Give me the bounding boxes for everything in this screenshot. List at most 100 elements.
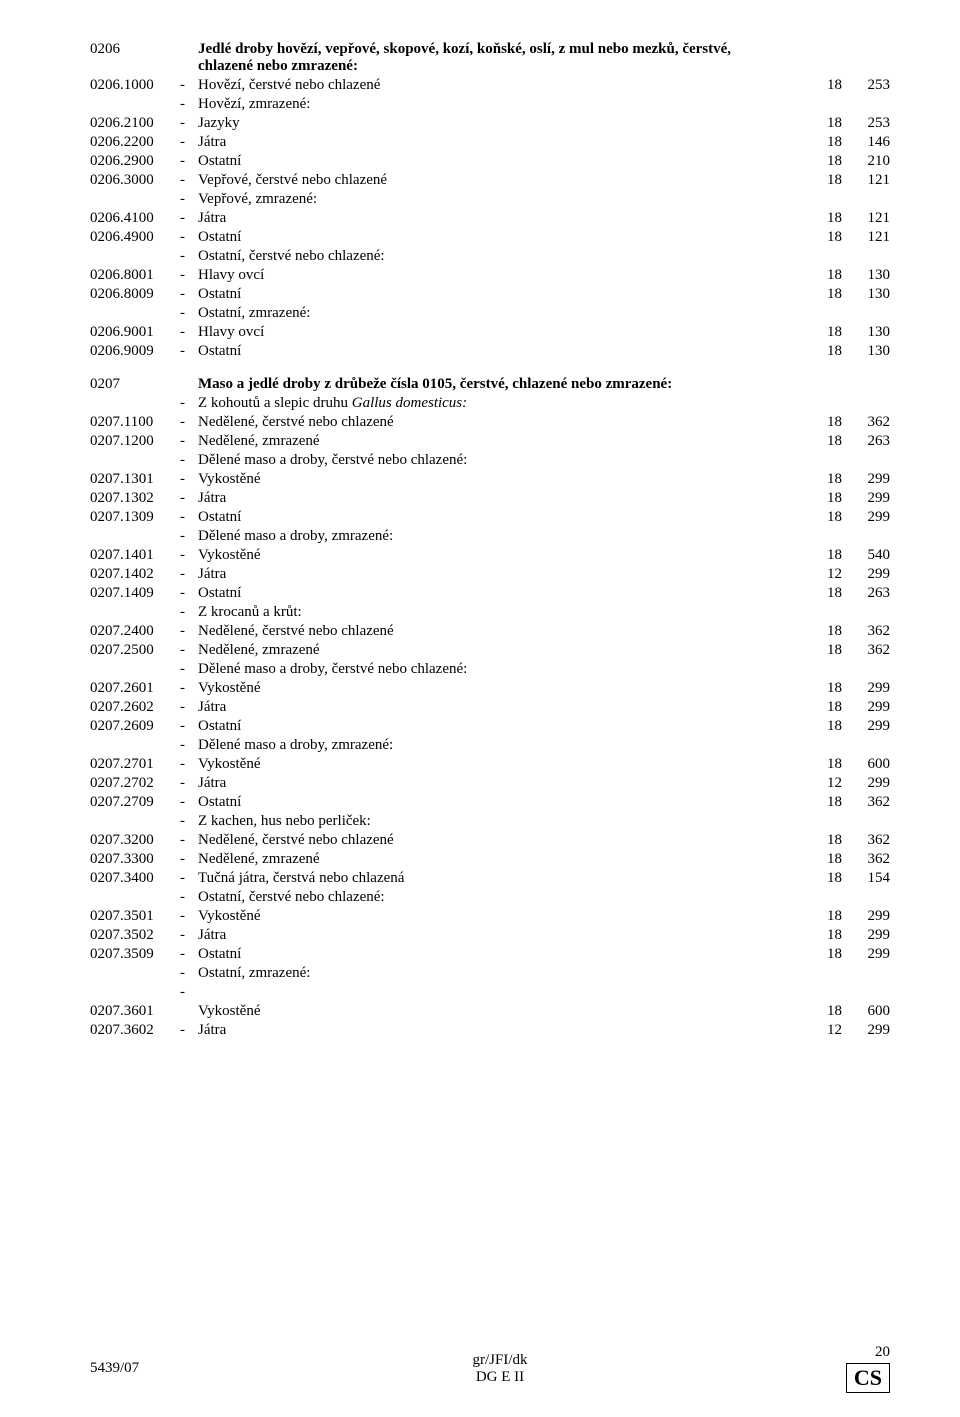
tariff-code: 0206.8009 xyxy=(90,285,180,304)
tariff-table: 0206Jedlé droby hovězí, vepřové, skopové… xyxy=(90,40,890,1040)
rate-col-2 xyxy=(842,190,890,209)
row-dash: - xyxy=(180,470,198,489)
row-dash: - xyxy=(180,584,198,603)
rate-col-1: 18 xyxy=(798,622,842,641)
rate-col-1 xyxy=(798,736,842,755)
tariff-code xyxy=(90,603,180,622)
row-dash: - xyxy=(180,736,198,755)
row-dash: - xyxy=(180,679,198,698)
row-dash: - xyxy=(180,489,198,508)
rate-col-1: 18 xyxy=(798,546,842,565)
row-description: Ostatní, zmrazené: xyxy=(198,964,798,983)
rate-col-1: 18 xyxy=(798,926,842,945)
footer-center: gr/JFI/dk DG E II xyxy=(180,1352,820,1386)
tariff-code: 0207.3400 xyxy=(90,869,180,888)
tariff-code: 0206.9001 xyxy=(90,323,180,342)
row-description: Ostatní xyxy=(198,342,798,361)
rate-col-1: 18 xyxy=(798,831,842,850)
tariff-code xyxy=(90,888,180,907)
row-dash: - xyxy=(180,983,198,1002)
row-dash: - xyxy=(180,152,198,171)
rate-col-2: 362 xyxy=(842,413,890,432)
table-row: 0207.3509-Ostatní18299 xyxy=(90,945,890,964)
row-dash: - xyxy=(180,76,198,95)
tariff-code: 0207.3502 xyxy=(90,926,180,945)
row-dash: - xyxy=(180,945,198,964)
row-dash: - xyxy=(180,247,198,266)
rate-col-2: 210 xyxy=(842,152,890,171)
rate-col-2 xyxy=(842,964,890,983)
rate-col-2 xyxy=(842,736,890,755)
row-description: Játra xyxy=(198,209,798,228)
row-description: Ostatní xyxy=(198,793,798,812)
table-row: 0207.1100-Nedělené, čerstvé nebo chlazen… xyxy=(90,413,890,432)
table-row: 0206.8001-Hlavy ovcí18130 xyxy=(90,266,890,285)
tariff-code: 0207.2500 xyxy=(90,641,180,660)
rate-col-1: 18 xyxy=(798,698,842,717)
tariff-code: 0207.3509 xyxy=(90,945,180,964)
tariff-code: 0206.3000 xyxy=(90,171,180,190)
row-dash: - xyxy=(180,907,198,926)
row-dash: - xyxy=(180,95,198,114)
rate-col-1: 18 xyxy=(798,945,842,964)
rate-col-2: 362 xyxy=(842,641,890,660)
rate-col-1 xyxy=(798,394,842,413)
tariff-code: 0207.3200 xyxy=(90,831,180,850)
row-dash: - xyxy=(180,926,198,945)
rate-col-1: 12 xyxy=(798,565,842,584)
table-row: 0207.3602-Játra12299 xyxy=(90,1021,890,1040)
row-description xyxy=(198,983,798,1002)
tariff-code: 0207.3602 xyxy=(90,1021,180,1040)
rate-col-1: 18 xyxy=(798,76,842,95)
row-dash: - xyxy=(180,394,198,413)
rate-col-2 xyxy=(842,95,890,114)
rate-col-2 xyxy=(842,394,890,413)
table-row: 0207.2601-Vykostěné18299 xyxy=(90,679,890,698)
table-row: 0207.3400-Tučná játra, čerstvá nebo chla… xyxy=(90,869,890,888)
tariff-code: 0207.1100 xyxy=(90,413,180,432)
row-dash: - xyxy=(180,342,198,361)
rate-col-1 xyxy=(798,40,842,76)
row-dash: - xyxy=(180,451,198,470)
rate-col-2: 299 xyxy=(842,508,890,527)
row-description: Vykostěné xyxy=(198,546,798,565)
tariff-code: 0206 xyxy=(90,40,180,76)
row-dash: - xyxy=(180,133,198,152)
tariff-code: 0206.2200 xyxy=(90,133,180,152)
table-row: 0207.2400-Nedělené, čerstvé nebo chlazen… xyxy=(90,622,890,641)
row-description: Jazyky xyxy=(198,114,798,133)
row-dash: - xyxy=(180,698,198,717)
row-description: Vepřové, čerstvé nebo chlazené xyxy=(198,171,798,190)
row-description: Játra xyxy=(198,1021,798,1040)
table-row: 0206.9001-Hlavy ovcí18130 xyxy=(90,323,890,342)
rate-col-1: 18 xyxy=(798,413,842,432)
tariff-code: 0207.1302 xyxy=(90,489,180,508)
tariff-code: 0207.1402 xyxy=(90,565,180,584)
row-description: Ostatní xyxy=(198,508,798,527)
table-row: 0207.2702-Játra12299 xyxy=(90,774,890,793)
tariff-code: 0207.2709 xyxy=(90,793,180,812)
row-description: Ostatní, zmrazené: xyxy=(198,304,798,323)
row-dash: - xyxy=(180,622,198,641)
rate-col-1: 18 xyxy=(798,755,842,774)
rate-col-2: 263 xyxy=(842,432,890,451)
table-row: 0206.4100-Játra18121 xyxy=(90,209,890,228)
rate-col-1 xyxy=(798,304,842,323)
row-dash: - xyxy=(180,323,198,342)
row-description: Vykostěné xyxy=(198,1002,798,1021)
tariff-code: 0206.4100 xyxy=(90,209,180,228)
row-dash: - xyxy=(180,964,198,983)
row-description: Ostatní xyxy=(198,945,798,964)
table-row: -Ostatní, zmrazené: xyxy=(90,304,890,323)
tariff-code: 0206.9009 xyxy=(90,342,180,361)
row-description: Nedělené, čerstvé nebo chlazené xyxy=(198,831,798,850)
row-description: Dělené maso a droby, zmrazené: xyxy=(198,736,798,755)
table-row: 0207.1409-Ostatní18263 xyxy=(90,584,890,603)
table-row: -Vepřové, zmrazené: xyxy=(90,190,890,209)
table-row: -Ostatní, zmrazené: xyxy=(90,964,890,983)
row-dash: - xyxy=(180,565,198,584)
table-row: 0207.2609-Ostatní18299 xyxy=(90,717,890,736)
rate-col-2: 130 xyxy=(842,285,890,304)
row-description: Hovězí, čerstvé nebo chlazené xyxy=(198,76,798,95)
rate-col-1: 18 xyxy=(798,152,842,171)
